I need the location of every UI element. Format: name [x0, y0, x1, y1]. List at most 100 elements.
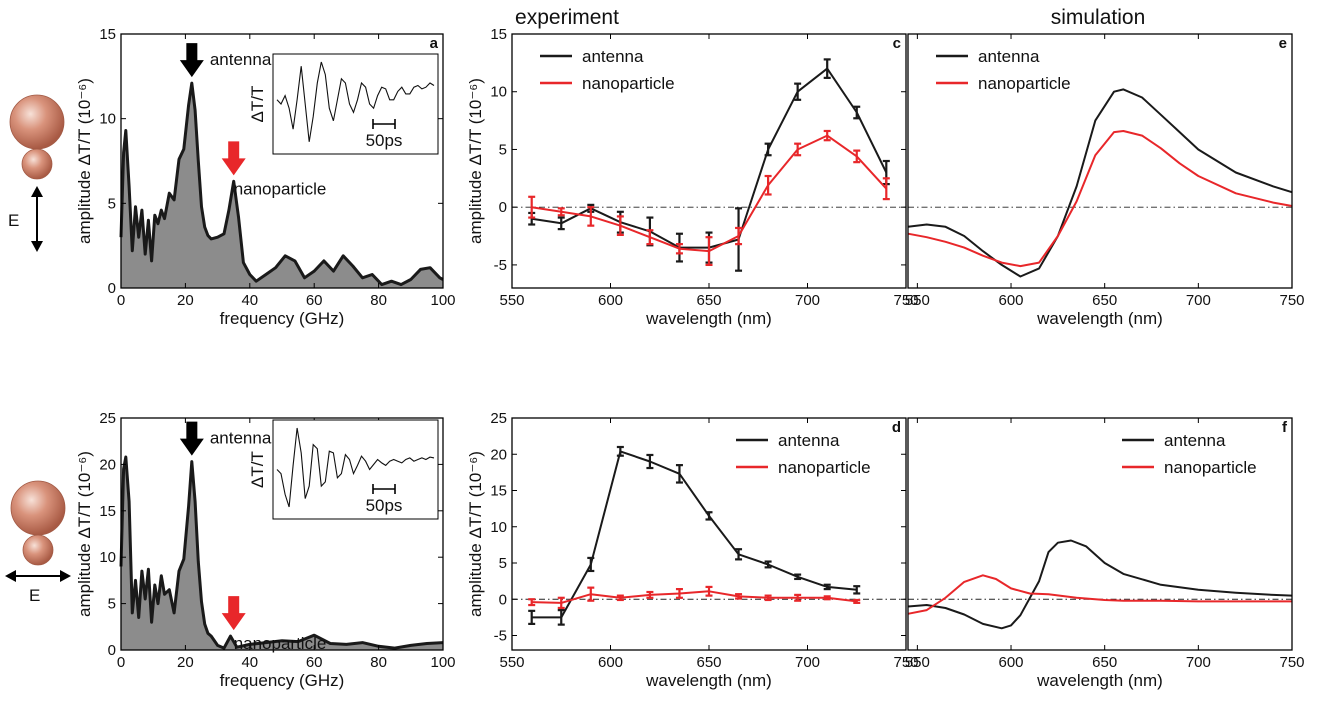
inset-ylabel: ΔT/T: [248, 451, 267, 488]
errorbar-antenna: [794, 82, 802, 101]
x-tick-label: 0: [117, 654, 125, 671]
small-sphere-bottom: [22, 534, 54, 566]
y-axis-label: amplitude ΔT/T (10⁻⁶): [75, 78, 94, 244]
column-title-simulation: simulation: [1051, 6, 1146, 29]
x-tick-label: 550: [499, 292, 524, 309]
x-tick-label: 80: [370, 292, 387, 309]
errorbar-nanoparticle: [735, 226, 743, 246]
x-axis-label: wavelength (nm): [645, 309, 772, 328]
axes-frame: [120, 33, 444, 289]
errorbar-nanoparticle: [675, 587, 683, 599]
errorbar-nanoparticle: [616, 594, 624, 602]
panel-e: antenna nanoparticle 550 600 650 700 750 wavele…: [905, 33, 1305, 328]
arrow-shape: [179, 421, 204, 456]
arrow-shape: [221, 141, 246, 176]
axes-frame: [120, 417, 444, 651]
x-tick-label: 750: [893, 292, 918, 309]
series-nanoparticle: [907, 130, 1293, 268]
errorbar-antenna: [764, 560, 772, 569]
scalebar-label: 50ps: [366, 496, 403, 515]
x-tick-label: 60: [306, 654, 323, 671]
x-axis-label: frequency (GHz): [220, 309, 345, 328]
red-arrow-icon: [221, 141, 246, 176]
legend-label-nanoparticle: nanoparticle: [1164, 458, 1257, 477]
large-sphere-top: [9, 94, 65, 150]
legend: antenna nanoparticle: [936, 47, 1071, 93]
y-tick-label: 15: [99, 503, 116, 520]
x-tick-label: 700: [795, 292, 820, 309]
x-tick-label: 550: [905, 292, 930, 309]
errorbar-nanoparticle: [557, 207, 565, 217]
series-nanoparticle: [531, 590, 857, 604]
panel-c: antenna nanoparticle 550 600 650 700 750 -5 0 5 10…: [466, 26, 919, 328]
y-axis-label: amplitude ΔT/T (10⁻⁶): [466, 451, 485, 617]
x-tick-label: 600: [598, 292, 623, 309]
errorbar-nanoparticle: [705, 585, 713, 597]
black-arrow-icon: [179, 43, 204, 78]
annotation-antenna: antenna: [210, 50, 272, 69]
errorbar-nanoparticle: [528, 598, 536, 607]
y-tick-label: 25: [490, 410, 507, 427]
series-antenna: [531, 67, 888, 249]
legend-label-nanoparticle: nanoparticle: [978, 74, 1071, 93]
x-tick-label: 20: [177, 292, 194, 309]
x-tick-label: 600: [598, 654, 623, 671]
panel-letter-f: f: [1282, 419, 1288, 436]
legend-label-antenna: antenna: [582, 47, 644, 66]
errorbar-nanoparticle: [853, 598, 861, 604]
y-tick-label: 0: [499, 199, 507, 216]
large-sphere-bottom: [10, 480, 66, 536]
series-antenna: [531, 450, 857, 619]
y-axis-label: amplitude ΔT/T (10⁻⁶): [466, 78, 485, 244]
panel-f: antenna nanoparticle 550 600 650 700 750 wavele…: [905, 417, 1305, 690]
errorbar-nanoparticle: [764, 594, 772, 602]
panel-a: 0 20 40 60 80 100 0 5 10 15 frequency (GHz) amplitu…: [75, 26, 456, 328]
annotation-nanoparticle: nanoparticle: [234, 179, 327, 198]
inset-trace: [276, 427, 435, 508]
errorbar-antenna: [823, 583, 831, 591]
spectrum-line: [119, 455, 444, 650]
x-tick-label: 650: [1092, 292, 1117, 309]
x-tick-label: 20: [177, 654, 194, 671]
x-tick-label: 700: [1186, 654, 1211, 671]
x-tick-label: 550: [905, 654, 930, 671]
x-tick-label: 650: [1092, 654, 1117, 671]
x-tick-label: 40: [241, 654, 258, 671]
errorbar-nanoparticle: [705, 236, 713, 267]
annotation-nanoparticle: nanoparticle: [234, 634, 327, 653]
errorbar-antenna: [705, 511, 713, 521]
column-title-experiment: experiment: [515, 6, 619, 29]
y-tick-label: 10: [99, 549, 116, 566]
x-tick-label: 550: [499, 654, 524, 671]
y-tick-label: 15: [99, 26, 116, 43]
x-tick-label: 700: [1186, 292, 1211, 309]
spectrum-line: [119, 81, 444, 287]
panel-letter-a: a: [430, 35, 439, 52]
errorbar-antenna: [764, 142, 772, 157]
errorbar-antenna: [675, 464, 683, 484]
y-tick-label: 5: [499, 555, 507, 572]
x-tick-label: 80: [370, 654, 387, 671]
double-arrow-horizontal-icon: [5, 570, 71, 582]
legend-label-nanoparticle: nanoparticle: [778, 458, 871, 477]
axes-frame: [907, 33, 1293, 289]
inset: ΔT/T 50ps: [248, 419, 439, 520]
errorbar-antenna: [646, 453, 654, 470]
x-axis-label: wavelength (nm): [1036, 671, 1163, 690]
legend: antenna nanoparticle: [736, 431, 871, 477]
inset-frame: [272, 53, 439, 155]
y-tick-label: 20: [490, 446, 507, 463]
y-tick-label: 5: [499, 141, 507, 158]
x-tick-label: 750: [1279, 292, 1304, 309]
panel-b: 0 20 40 60 80 100 0 5 10 15 20 25 frequency (GHz) amp…: [75, 410, 456, 690]
panel-letter-e: e: [1279, 35, 1287, 52]
legend-label-antenna: antenna: [778, 431, 840, 450]
double-arrow-vertical-icon: [31, 186, 43, 252]
x-tick-label: 750: [893, 654, 918, 671]
y-tick-label: -5: [494, 257, 507, 274]
inset: ΔT/T 50ps: [248, 53, 439, 155]
y-tick-label: 0: [108, 280, 116, 297]
scalebar-label: 50ps: [366, 131, 403, 150]
errorbar-nanoparticle: [823, 129, 831, 142]
x-tick-label: 600: [999, 292, 1024, 309]
